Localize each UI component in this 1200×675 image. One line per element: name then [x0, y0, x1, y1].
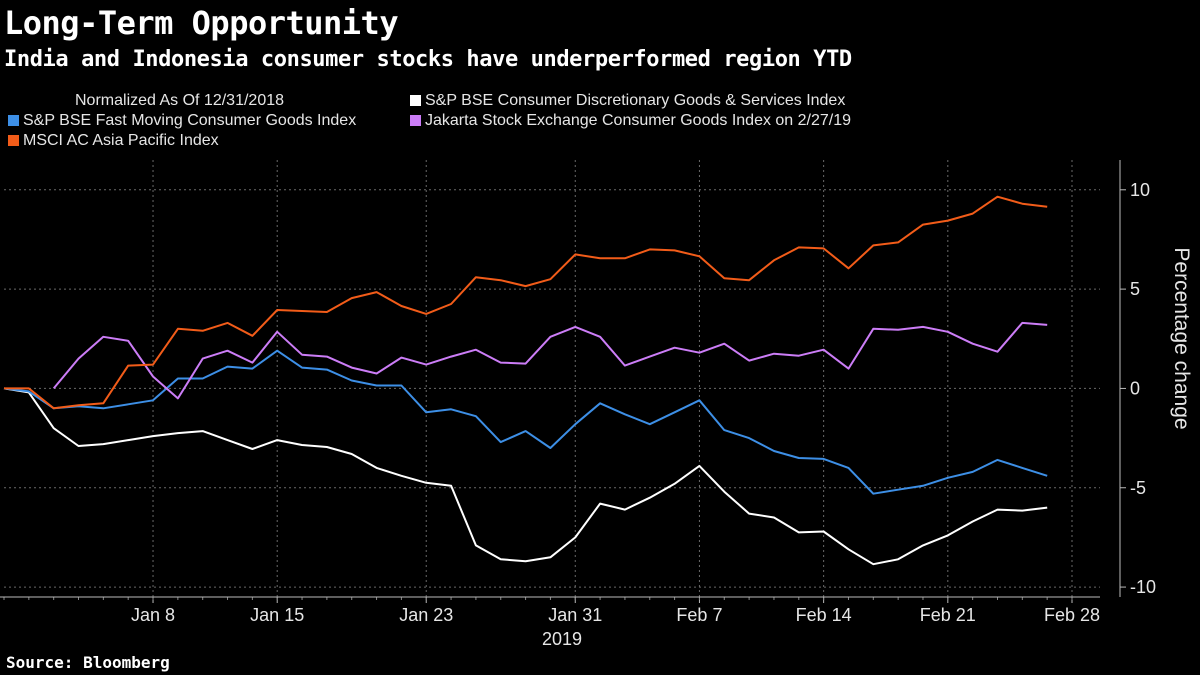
y-tick-label: 0 [1130, 378, 1140, 398]
legend-swatch [410, 115, 421, 126]
x-axis-title: 2019 [542, 629, 582, 649]
legend-swatch [8, 135, 19, 146]
x-tick-label: Feb 14 [796, 605, 852, 625]
tick-labels: 10 5 0 -5 -10 Jan 8 Jan 15 Jan 23 Jan 31 Feb 7 Feb… [131, 180, 1193, 649]
source-note: Source: Bloomberg [6, 653, 170, 672]
legend-item-jakarta: Jakarta Stock Exchange Consumer Goods In… [410, 112, 851, 130]
y-tick-label: -10 [1130, 577, 1156, 597]
legend-swatch [410, 95, 421, 106]
x-tick-label: Jan 31 [548, 605, 602, 625]
legend-item-consumer-discretionary: S&P BSE Consumer Discretionary Goods & S… [410, 92, 845, 110]
x-tick-label: Jan 23 [399, 605, 453, 625]
legend-label: Jakarta Stock Exchange Consumer Goods In… [425, 112, 852, 129]
legend-swatch [8, 115, 19, 126]
series-lines [3, 195, 1048, 566]
y-tick-label: 5 [1130, 279, 1140, 299]
x-tick-label: Feb 7 [676, 605, 722, 625]
series-line-2 [52, 321, 1048, 400]
legend-label: MSCI AC Asia Pacific Index [23, 132, 219, 149]
legend-item-fmcg: S&P BSE Fast Moving Consumer Goods Index [8, 112, 356, 130]
chart-subtitle: India and Indonesia consumer stocks have… [4, 47, 852, 72]
chart-title: Long-Term Opportunity [4, 4, 399, 42]
series-line-3 [4, 195, 1048, 410]
x-tick-label: Jan 15 [250, 605, 304, 625]
series-line-1 [3, 349, 1048, 495]
x-tick-label: Feb 28 [1044, 605, 1100, 625]
x-tick-label: Jan 8 [131, 605, 175, 625]
legend-note: Normalized As Of 12/31/2018 [75, 92, 285, 109]
legend-label: S&P BSE Consumer Discretionary Goods & S… [425, 92, 846, 109]
legend-label: S&P BSE Fast Moving Consumer Goods Index [23, 112, 357, 129]
x-tick-label: Feb 21 [920, 605, 976, 625]
y-tick-label: -5 [1130, 478, 1146, 498]
axes [0, 160, 1126, 603]
series-line-0 [3, 387, 1048, 566]
legend-item-msci: MSCI AC Asia Pacific Index [8, 132, 219, 150]
y-axis-title: Percentage change [1170, 247, 1193, 429]
grid [4, 160, 1100, 597]
y-tick-label: 10 [1130, 180, 1150, 200]
